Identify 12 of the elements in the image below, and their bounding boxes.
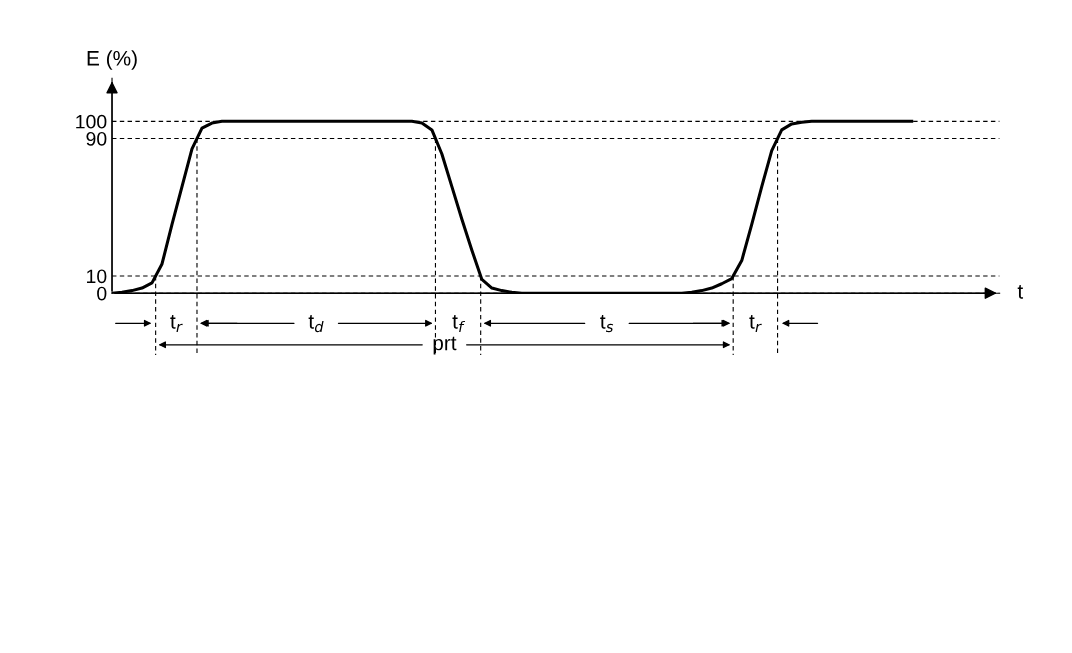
text: t$_{s}$ [600,315,614,333]
text: t$_{f}$ [452,315,466,333]
text: t$_{r}$ [749,315,762,333]
y-tick-label: 90 [86,131,107,146]
y-tick-label: 0 [97,286,107,301]
x-axis-title: t [1017,285,1024,299]
y-tick-label: 10 [87,269,107,284]
text: t$_{d}$ [308,315,324,333]
y-tick-label: 100 [76,114,107,129]
text: prt [433,336,457,355]
y-axis-title: E (%) [87,50,137,70]
text: t$_{r}$ [170,315,183,333]
